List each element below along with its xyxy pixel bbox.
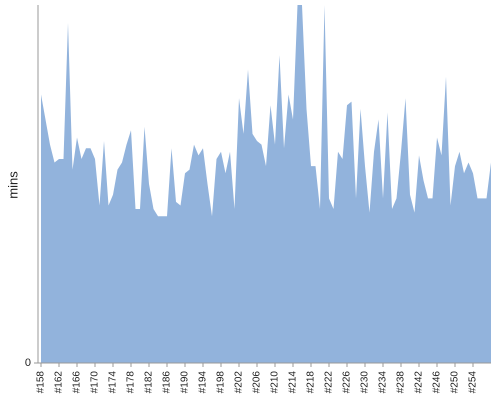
x-tick-label: #238 bbox=[396, 371, 407, 394]
x-tick-label: #206 bbox=[252, 371, 263, 394]
x-tick-label: #214 bbox=[288, 371, 299, 394]
area bbox=[41, 5, 491, 363]
y-axis-label: mins bbox=[5, 171, 20, 199]
x-tick-label: #158 bbox=[36, 371, 47, 394]
x-tick-label: #202 bbox=[234, 371, 245, 394]
x-tick-label: #242 bbox=[414, 371, 425, 394]
x-tick-label: #254 bbox=[468, 371, 479, 394]
x-tick-label: #226 bbox=[342, 371, 353, 394]
x-tick-label: #170 bbox=[90, 371, 101, 394]
x-tick-label: #186 bbox=[162, 371, 173, 394]
x-tick-label: #190 bbox=[180, 371, 191, 394]
x-tick-label: #218 bbox=[306, 371, 317, 394]
x-tick-label: #194 bbox=[198, 371, 209, 394]
y-tick-label: 0 bbox=[25, 357, 31, 369]
x-tick-label: #246 bbox=[432, 371, 443, 394]
x-tick-label: #230 bbox=[360, 371, 371, 394]
x-tick-label: #210 bbox=[270, 371, 281, 394]
x-tick-label: #182 bbox=[144, 371, 155, 394]
x-tick-label: #174 bbox=[108, 371, 119, 394]
x-tick-label: #178 bbox=[126, 371, 137, 394]
x-tick-label: #234 bbox=[378, 371, 389, 394]
x-tick-label: #162 bbox=[54, 371, 65, 394]
x-tick-label: #250 bbox=[450, 371, 461, 394]
x-tick-label: #222 bbox=[324, 371, 335, 394]
x-tick-label: #166 bbox=[72, 371, 83, 394]
x-tick-label: #198 bbox=[216, 371, 227, 394]
